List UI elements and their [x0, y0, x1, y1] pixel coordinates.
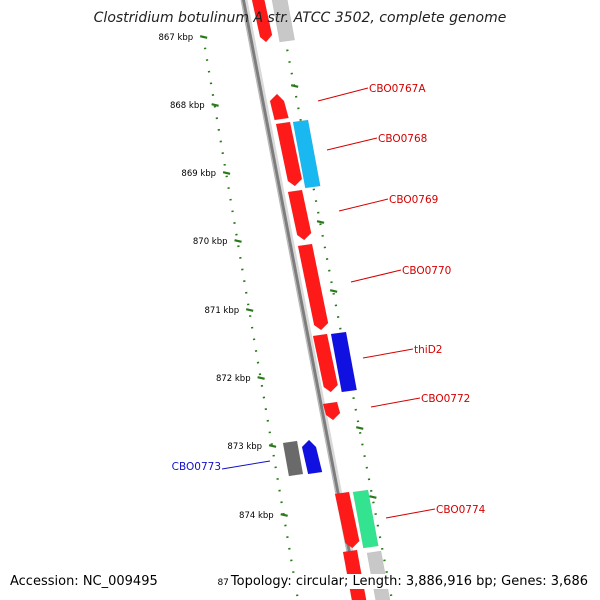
label-leaders [221, 87, 436, 519]
gene-cbo0773-gray[interactable] [282, 440, 304, 477]
tick-label: 873 kbp [227, 442, 262, 452]
gene-arrow-top-red[interactable] [251, 0, 273, 43]
tick-mark [290, 84, 299, 88]
gene-label-cbo0774[interactable]: CBO0774 [436, 504, 486, 516]
tick-label: 867 kbp [159, 33, 194, 43]
tick-mark [222, 171, 231, 175]
gene-label-thid2[interactable]: thiD2 [414, 344, 442, 356]
scale-dotted-line-left [201, 35, 300, 600]
accession-label: Accession: NC_009495 [10, 574, 158, 589]
tick-label: 872 kbp [216, 374, 251, 384]
tick-mark [369, 495, 377, 499]
tick-label: 869 kbp [181, 169, 216, 179]
tick-label: 870 kbp [193, 237, 228, 247]
leader-line-cbo0767a [317, 87, 369, 102]
gene-label-cbo0772[interactable]: CBO0772 [421, 393, 470, 405]
gene-label-cbo0773[interactable]: CBO0773 [172, 461, 221, 473]
tick-mark [356, 426, 364, 430]
tick-mark [280, 513, 288, 517]
leader-line-cbo0769 [338, 198, 389, 212]
gene-arrow-cbo0774[interactable] [352, 489, 379, 549]
gene-arrow-cbo0768-red[interactable] [275, 121, 303, 187]
tick-label: 871 kbp [205, 306, 240, 316]
tick-mark [199, 35, 208, 39]
gene-arrow-cbo0773[interactable] [301, 439, 323, 475]
gene-arrow-cbo0770[interactable] [297, 243, 329, 331]
topology-text: Topology: circular; Length: 3,886,916 bp… [230, 574, 588, 589]
gene-arrow-cbo0768[interactable] [292, 119, 321, 189]
gene-label-cbo0769[interactable]: CBO0769 [389, 194, 438, 206]
leader-line-cbo0772 [370, 397, 421, 408]
gene-arrow-thid2[interactable] [330, 331, 358, 393]
gene-arrow-cbo0772[interactable] [322, 401, 341, 421]
tick-mark [316, 220, 325, 224]
leader-line-thid2 [362, 348, 414, 359]
labels: 867 kbp 868 kbp 869 kbp 870 kbp 871 kbp 872 k… [159, 33, 486, 521]
leader-line-cbo0768 [326, 137, 378, 151]
leader-line-cbo0773 [221, 460, 271, 470]
clipped-tick-label: 87 [217, 578, 229, 588]
gene-arrow-cbo0767a[interactable] [269, 93, 289, 121]
gene-arrow-thid2-red[interactable] [312, 333, 339, 393]
tick-mark [257, 376, 265, 380]
scale-track-left [201, 35, 300, 600]
tick-mark [234, 239, 242, 243]
tick-mark [268, 444, 277, 448]
tick-mark [245, 308, 254, 312]
gene-features [251, 0, 391, 600]
leader-line-cbo0770 [350, 269, 402, 283]
map-title: Clostridium botulinum A str. ATCC 3502, … [93, 10, 507, 26]
gene-arrow-cbo0769[interactable] [287, 189, 312, 241]
gene-label-cbo0767a[interactable]: CBO0767A [369, 83, 426, 95]
tick-label: 868 kbp [170, 101, 205, 111]
topology-info: 87 Topology: circular; Length: 3,886,916 … [213, 574, 588, 589]
tick-mark [329, 289, 338, 293]
leader-line-cbo0774 [385, 508, 436, 519]
gene-top-gray[interactable] [271, 0, 296, 43]
gene-label-cbo0770[interactable]: CBO0770 [402, 265, 451, 277]
tick-mark [211, 103, 219, 107]
tick-label: 874 kbp [239, 511, 274, 521]
gene-label-cbo0768[interactable]: CBO0768 [378, 133, 427, 145]
gene-arrow-cbo0774-red[interactable] [334, 491, 360, 549]
